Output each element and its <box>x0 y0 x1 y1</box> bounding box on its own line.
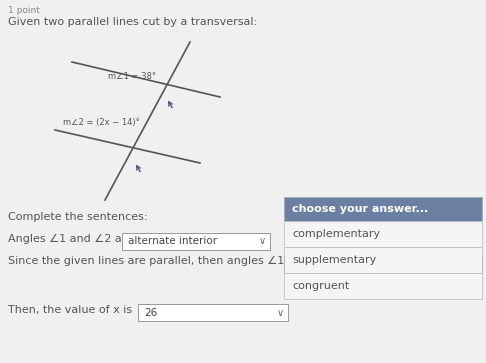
Text: ∨: ∨ <box>277 307 283 318</box>
Text: Given two parallel lines cut by a transversal:: Given two parallel lines cut by a transv… <box>8 17 257 27</box>
Text: m∠2 = (2x − 14)°: m∠2 = (2x − 14)° <box>63 118 140 127</box>
Bar <box>284 197 482 221</box>
Bar <box>122 233 270 250</box>
Text: choose your answer...: choose your answer... <box>292 204 428 214</box>
Text: alternate interior: alternate interior <box>128 237 217 246</box>
Text: 1 point: 1 point <box>8 6 40 15</box>
Text: m∠1 = 38°: m∠1 = 38° <box>108 72 156 81</box>
Text: supplementary: supplementary <box>292 255 376 265</box>
Text: congruent: congruent <box>292 281 349 291</box>
Bar <box>284 273 482 299</box>
Text: Angles ∠1 and ∠2 are: Angles ∠1 and ∠2 are <box>8 234 133 244</box>
Text: ∨: ∨ <box>259 237 265 246</box>
Text: choose your answer...: choose your answer... <box>290 258 404 269</box>
Text: 26: 26 <box>144 307 157 318</box>
Bar <box>284 221 482 247</box>
Text: Then, the value of x is: Then, the value of x is <box>8 305 132 315</box>
Text: ∧: ∧ <box>470 258 478 269</box>
Bar <box>284 255 482 272</box>
Bar <box>284 247 482 273</box>
Text: complementary: complementary <box>292 229 380 239</box>
Text: Since the given lines are parallel, then angles ∠1 and ∠2 are: Since the given lines are parallel, then… <box>8 256 351 266</box>
Text: Complete the sentences:: Complete the sentences: <box>8 212 147 222</box>
Bar <box>138 304 288 321</box>
